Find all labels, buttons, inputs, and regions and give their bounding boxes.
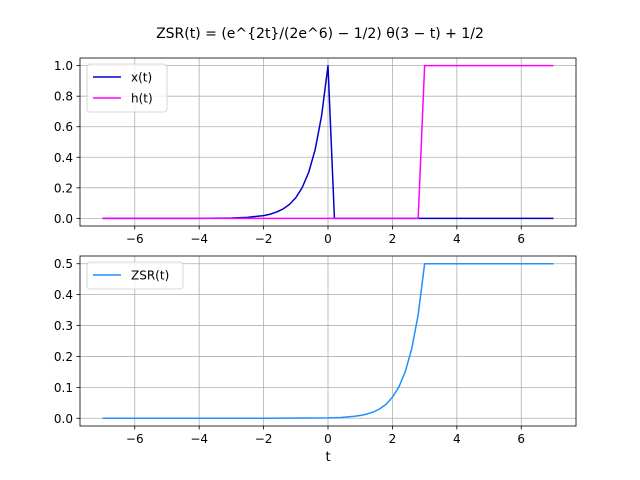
top-x-tick-label: 0 <box>324 232 332 246</box>
top-y-tick-label: 0.8 <box>54 90 73 104</box>
top-legend-label-2: h(t) <box>131 92 153 106</box>
bottom-x-axis-label: t <box>325 450 330 465</box>
bottom-x-tick-label: 4 <box>453 432 461 446</box>
bottom-y-tick-label: 0.5 <box>54 257 73 271</box>
bottom-x-tick-label: 6 <box>517 432 525 446</box>
top-y-tick-label: 0.6 <box>54 120 73 134</box>
bottom-y-tick-label: 0.1 <box>54 381 73 395</box>
bottom-axes: −6 −4 −2 0 2 4 6 0.0 0.1 0.2 0.3 0.4 0.5 t ZSR(t) <box>54 255 577 465</box>
bottom-x-tick-label: 2 <box>389 432 397 446</box>
bottom-legend-box <box>86 261 184 290</box>
bottom-y-tick-label: 0.3 <box>54 319 73 333</box>
top-y-tick-label: 1.0 <box>54 59 73 73</box>
top-x-tick-label: −4 <box>190 232 208 246</box>
top-legend-label-1: x(t) <box>131 71 152 85</box>
bottom-y-tick-label: 0.4 <box>54 288 73 302</box>
top-x-tick-label: 6 <box>517 232 525 246</box>
bottom-x-tick-label: −2 <box>255 432 273 446</box>
top-y-tick-label: 0.2 <box>54 181 73 195</box>
top-series-line-2 <box>102 64 554 220</box>
figure-title: ZSR(t) = (e^{2t}/(2e^6) − 1/2) θ(3 − t) … <box>0 26 640 42</box>
bottom-series-line-1 <box>102 262 554 420</box>
top-y-tick-label: 0.0 <box>54 212 73 226</box>
bottom-x-tick-label: −6 <box>126 432 144 446</box>
bottom-legend-label-1: ZSR(t) <box>131 269 169 283</box>
bottom-y-tick-label: 0.2 <box>54 350 73 364</box>
bottom-x-tick-label: 0 <box>324 432 332 446</box>
bottom-y-tick-label: 0.0 <box>54 412 73 426</box>
bottom-x-tick-label: −4 <box>190 432 208 446</box>
top-x-tick-label: −6 <box>126 232 144 246</box>
top-x-tick-label: 2 <box>389 232 397 246</box>
top-x-tick-label: −2 <box>255 232 273 246</box>
top-y-tick-label: 0.4 <box>54 151 73 165</box>
top-legend-box <box>86 63 168 113</box>
figure-title-text: ZSR(t) = (e^{2t}/(2e^6) − 1/2) θ(3 − t) … <box>156 26 484 42</box>
top-x-tick-label: 4 <box>453 232 461 246</box>
top-axes: −6 −4 −2 0 2 4 6 0.0 0.2 0.4 0.6 0.8 1.0 x(t) h(t) <box>54 57 577 246</box>
